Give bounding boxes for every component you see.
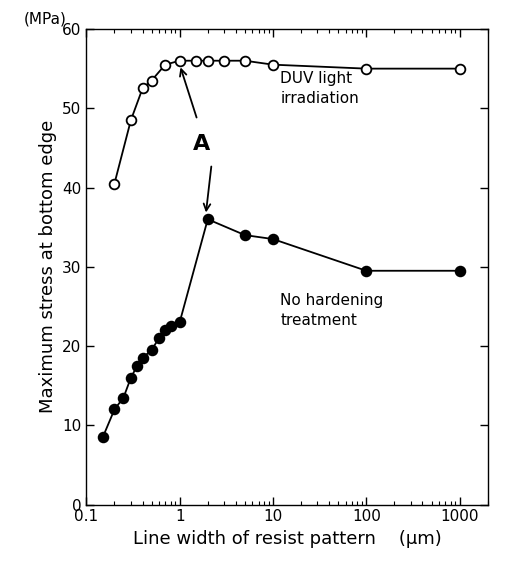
Text: No hardening
treatment: No hardening treatment — [280, 293, 384, 328]
Text: A: A — [193, 134, 210, 154]
Text: (MPa): (MPa) — [24, 12, 67, 27]
Y-axis label: Maximum stress at bottom edge: Maximum stress at bottom edge — [39, 120, 56, 414]
X-axis label: Line width of resist pattern    (μm): Line width of resist pattern (μm) — [133, 530, 441, 548]
Text: DUV light
irradiation: DUV light irradiation — [280, 71, 359, 106]
